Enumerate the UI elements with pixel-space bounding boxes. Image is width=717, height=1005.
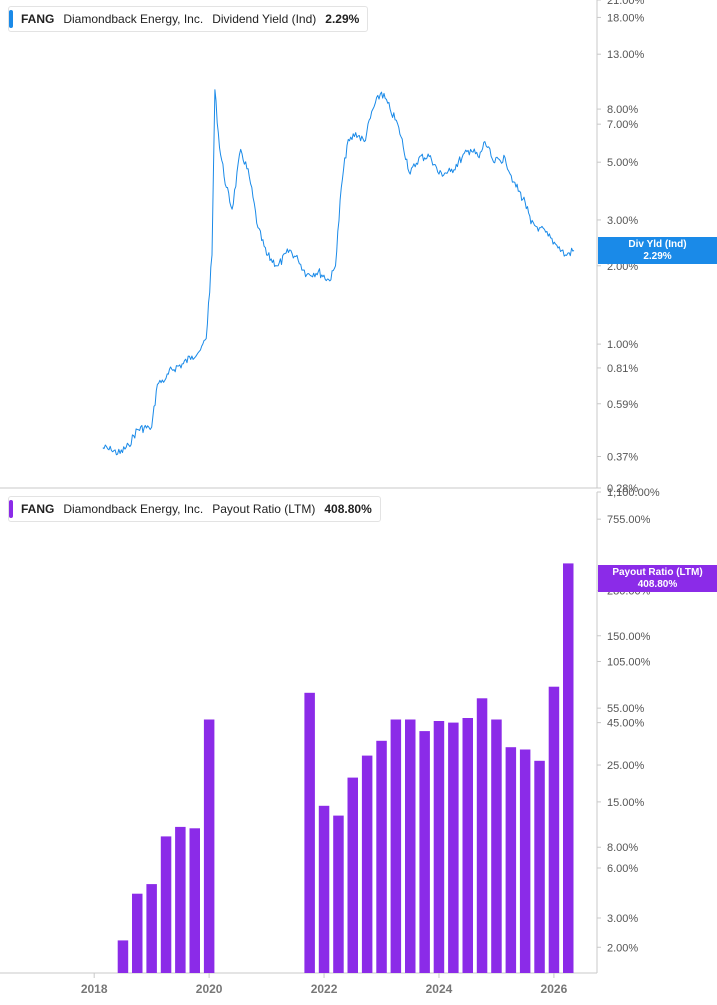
payout-bar xyxy=(548,686,560,973)
payout-bar xyxy=(376,740,387,973)
payout-bar xyxy=(304,692,315,973)
yield-legend-company: Diamondback Energy, Inc. xyxy=(63,12,204,26)
payout-legend-metric: Payout Ratio (LTM) xyxy=(212,502,316,516)
payout-bar xyxy=(361,755,373,973)
payout-bar xyxy=(405,719,416,973)
yield-legend-value: 2.29% xyxy=(325,12,360,26)
payout-bar xyxy=(519,749,531,973)
yield-legend-metric: Dividend Yield (Ind) xyxy=(212,12,317,26)
payout-y-tick-label: 15.00% xyxy=(607,797,645,809)
payout-y-tick-label: 25.00% xyxy=(607,760,645,772)
yield-y-tick-label: 0.59% xyxy=(607,399,638,411)
yield-tag-value: 2.29% xyxy=(643,251,672,262)
yield-current-value-tag: Div Yld (Ind) 2.29% xyxy=(598,237,717,264)
yield-axis-area: 21.00% 18.00% 13.00% 8.00% 7.00% 5.00% 3.00% 2.… xyxy=(0,0,645,495)
payout-y-tick-label: 45.00% xyxy=(607,718,645,730)
payout-y-tick-label: 755.00% xyxy=(607,514,651,526)
payout-tag-value: 408.80% xyxy=(637,579,678,590)
payout-bar xyxy=(448,722,459,973)
payout-current-value-tag: Payout Ratio (LTM) 408.80% xyxy=(598,565,717,592)
x-axis: 2018 2020 2022 2024 2026 xyxy=(81,973,568,996)
x-tick-label: 2026 xyxy=(541,982,568,996)
payout-tag-label: Payout Ratio (LTM) xyxy=(612,567,703,578)
yield-y-tick-label: 3.00% xyxy=(607,215,638,227)
payout-bar xyxy=(505,747,517,973)
x-tick-label: 2022 xyxy=(311,982,338,996)
payout-y-tick-label: 2.00% xyxy=(607,942,638,954)
yield-y-tick-label: 5.00% xyxy=(607,157,638,169)
payout-legend-value: 408.80% xyxy=(324,502,372,516)
yield-y-tick-label: 21.00% xyxy=(607,0,645,7)
yield-tag-label: Div Yld (Ind) xyxy=(628,239,687,250)
payout-bar xyxy=(318,805,330,973)
payout-bar xyxy=(203,719,215,973)
payout-y-tick-label: 1,100.00% xyxy=(607,487,660,499)
payout-swatch xyxy=(9,500,13,518)
payout-bar xyxy=(146,884,157,973)
payout-bar xyxy=(132,893,143,973)
yield-y-tick-label: 0.28% xyxy=(607,483,638,495)
payout-legend-company: Diamondback Energy, Inc. xyxy=(63,502,204,516)
payout-y-tick-label: 150.00% xyxy=(607,631,651,643)
yield-y-tick-label: 7.00% xyxy=(607,119,638,131)
x-tick-label: 2020 xyxy=(196,982,223,996)
payout-bar xyxy=(491,719,502,973)
x-tick-label: 2018 xyxy=(81,982,108,996)
payout-bar xyxy=(160,836,172,973)
yield-line xyxy=(102,89,575,456)
payout-y-tick-label: 6.00% xyxy=(607,863,638,875)
payout-bar xyxy=(419,731,430,973)
yield-legend[interactable]: FANG Diamondback Energy, Inc. Dividend Y… xyxy=(8,6,369,32)
payout-bar xyxy=(390,719,402,973)
payout-bar-series xyxy=(117,563,574,973)
payout-bar xyxy=(333,815,344,973)
payout-y-tick-label: 8.00% xyxy=(607,842,638,854)
yield-y-tick-label: 0.37% xyxy=(607,451,638,463)
payout-y-tick-label: 3.00% xyxy=(607,913,638,925)
yield-y-tick-label: 0.81% xyxy=(607,363,638,375)
yield-y-tick-label: 1.00% xyxy=(607,339,638,351)
payout-legend-ticker: FANG xyxy=(21,502,55,516)
payout-y-tick-label: 105.00% xyxy=(607,656,651,668)
yield-y-tick-label: 18.00% xyxy=(607,12,645,24)
payout-bar xyxy=(433,721,445,973)
yield-swatch xyxy=(9,10,13,28)
yield-y-tick-label: 13.00% xyxy=(607,49,645,61)
yield-line-series xyxy=(102,89,575,456)
payout-bar xyxy=(563,563,574,973)
payout-bar xyxy=(476,698,488,973)
payout-y-tick-label: 55.00% xyxy=(607,703,645,715)
payout-legend[interactable]: FANG Diamondback Energy, Inc. Payout Rat… xyxy=(8,496,381,522)
payout-bar xyxy=(347,777,358,973)
payout-bar xyxy=(175,826,186,973)
yield-legend-ticker: FANG xyxy=(21,12,55,26)
payout-bar xyxy=(534,760,545,973)
yield-y-tick-label: 8.00% xyxy=(607,104,638,116)
x-tick-label: 2024 xyxy=(426,982,453,996)
payout-axis-area: 1,100.00%755.00%280.00%150.00%105.00%55.… xyxy=(0,487,660,974)
payout-bar xyxy=(189,828,200,973)
payout-bar xyxy=(462,718,473,973)
payout-bar xyxy=(117,940,129,973)
